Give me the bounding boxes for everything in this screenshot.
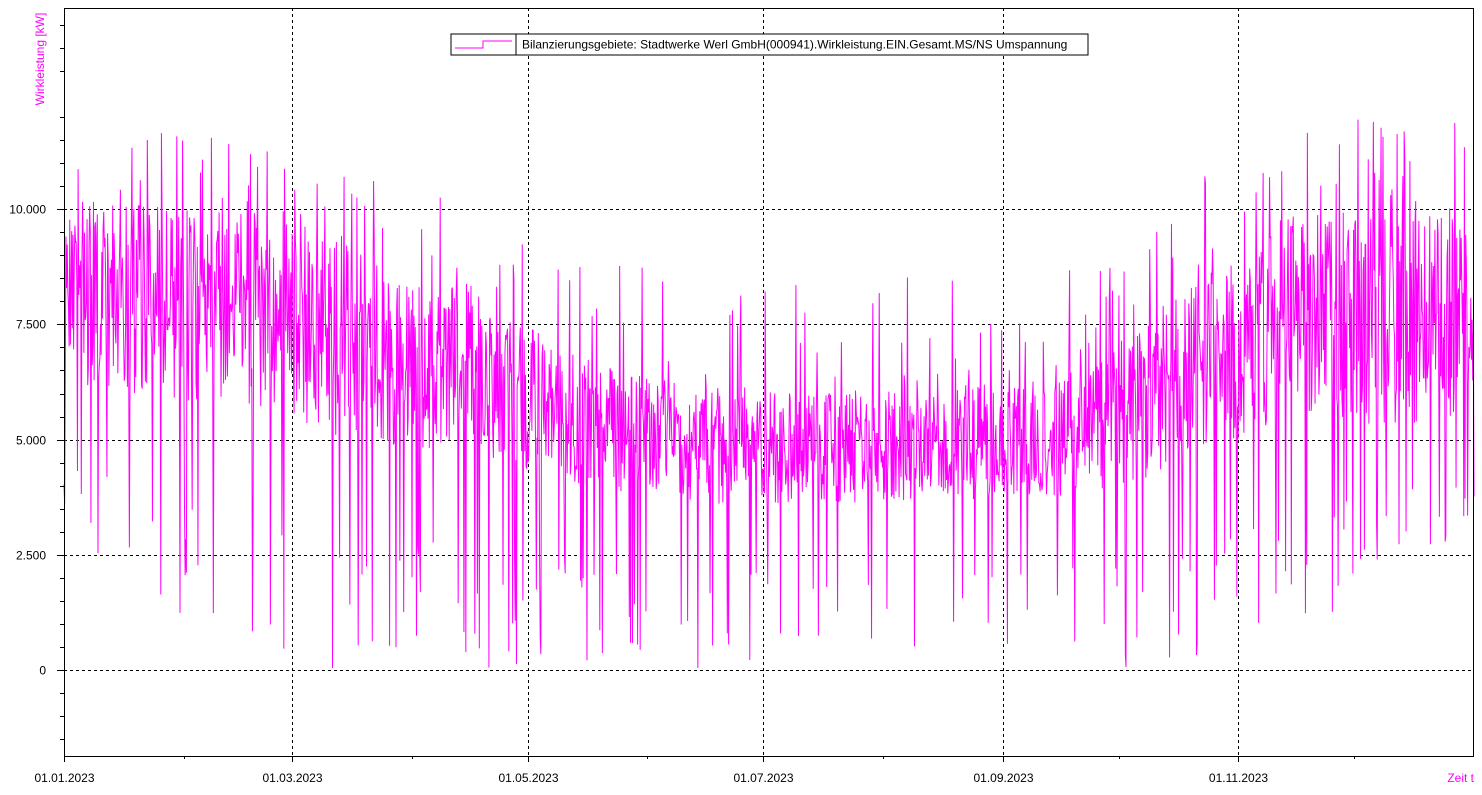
x-tick-label: 01.09.2023: [973, 771, 1033, 785]
x-tick-label: 01.11.2023: [1209, 771, 1268, 785]
y-tick-label: 7.500: [16, 318, 46, 332]
x-axis-title: Zeit t: [1447, 771, 1474, 785]
y-tick-label: 5.000: [16, 434, 46, 448]
legend-box: [450, 33, 1089, 56]
x-tick-label: 01.07.2023: [733, 771, 793, 785]
plot-background: [64, 8, 1474, 756]
legend-series-label: Bilanzierungsgebiete: Stadtwerke Werl Gm…: [522, 38, 1067, 52]
x-tick-label: 01.01.2023: [34, 771, 94, 785]
axes: 0 2.500 5.000 7.500 10.000 01.01.2023 01.03.20…: [9, 8, 1474, 785]
y-tick-label: 2.500: [16, 549, 46, 563]
y-tick-label: 10.000: [9, 203, 46, 217]
series-path: [63, 119, 1475, 669]
legend-series-swatch: [455, 40, 512, 49]
y-axis-title: Wirkleistung [kW]: [33, 13, 47, 106]
x-tick-label: 01.05.2023: [498, 771, 558, 785]
series-line: [63, 119, 1475, 669]
x-tick-label: 01.03.2023: [262, 771, 322, 785]
y-tick-label: 0: [39, 664, 46, 678]
legend: Bilanzierungsgebiete: Stadtwerke Werl Gm…: [450, 33, 1089, 56]
